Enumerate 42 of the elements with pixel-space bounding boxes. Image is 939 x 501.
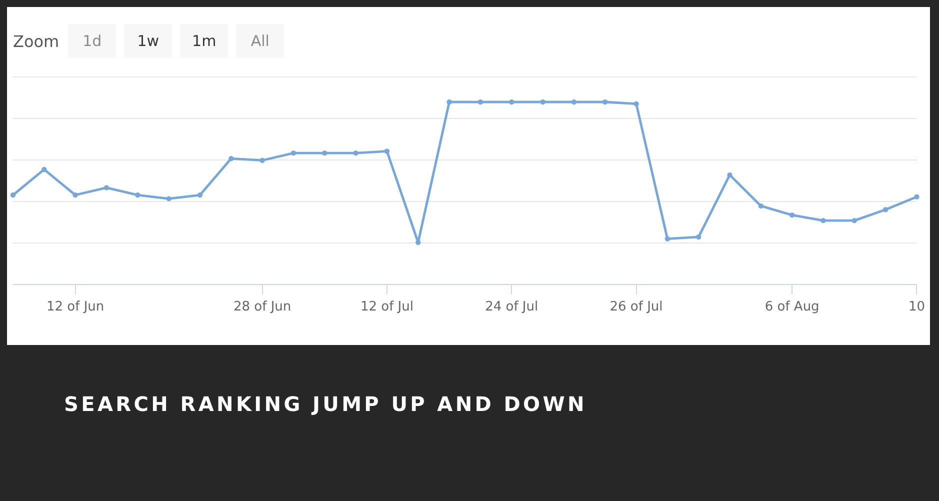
x-tick-label: 28 of Jun: [233, 300, 292, 315]
point: [197, 192, 203, 198]
x-tick-label: 10: [908, 300, 925, 315]
point: [914, 194, 920, 200]
point: [353, 150, 358, 156]
text: SEARCH RANKING JUMP UP AND DOWN: [64, 392, 587, 416]
point: [446, 99, 452, 105]
point: [10, 192, 16, 198]
x-tick-label: 6 of Aug: [764, 300, 820, 315]
point: [384, 148, 390, 154]
x-tick-label: 12 of Jul: [360, 300, 414, 315]
point: [228, 156, 234, 162]
point: [540, 99, 546, 105]
point: [322, 150, 328, 156]
point: [634, 101, 639, 106]
zoom-button: All: [236, 24, 284, 58]
point: [758, 203, 764, 209]
zoom-button: 1d: [68, 24, 116, 58]
x-tick-label: 26 of Jul: [610, 300, 663, 315]
point: [478, 99, 484, 105]
point: [789, 212, 795, 218]
point: [72, 192, 78, 198]
x-tick-label: 12 of Jun: [46, 300, 104, 315]
point: [882, 207, 888, 212]
x-tick-label: 24 of Jul: [485, 300, 538, 315]
point: [664, 236, 670, 242]
point: [260, 158, 265, 163]
point: [509, 99, 514, 105]
point: [852, 218, 858, 224]
point: [290, 150, 296, 156]
point: [104, 185, 110, 190]
point: [135, 192, 140, 198]
point: [571, 99, 577, 105]
point: [727, 172, 732, 178]
point: [602, 99, 608, 105]
point: [820, 218, 826, 224]
point: [696, 234, 702, 240]
point: [42, 166, 47, 172]
zoom-button: 1w: [124, 24, 172, 58]
point: [166, 196, 172, 202]
zoom-button: 1m: [180, 24, 228, 58]
text: Zoom: [13, 32, 60, 50]
